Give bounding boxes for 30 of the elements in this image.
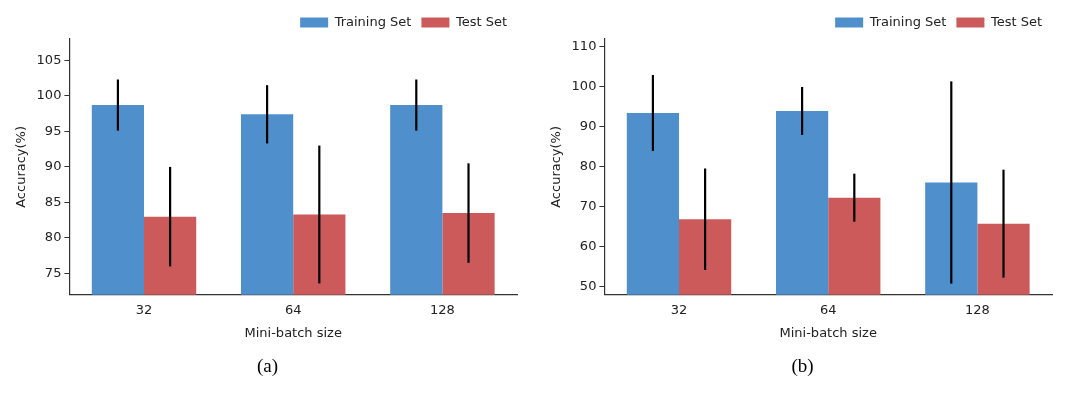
y-tick-label: 85 [44, 193, 62, 209]
y-axis-title: Accuracy(%) [548, 125, 564, 208]
x-tick-label: 32 [135, 301, 153, 317]
legend-label: Training Set [868, 13, 947, 29]
x-tick-label: 64 [284, 301, 302, 317]
y-tick-label: 50 [579, 278, 597, 294]
x-tick-label: 64 [819, 301, 837, 317]
y-tick-label: 100 [571, 78, 597, 94]
y-tick-label: 110 [571, 38, 597, 54]
y-axis-title: Accuracy(%) [13, 125, 29, 208]
y-tick-label: 60 [579, 238, 597, 254]
legend-label: Test Set [989, 13, 1043, 29]
text: (a) [256, 355, 279, 377]
x-tick-label: 32 [670, 301, 688, 317]
y-tick-label: 80 [44, 229, 62, 245]
x-axis-title: Mini-batch size [244, 324, 342, 340]
y-tick-label: 75 [44, 264, 62, 280]
y-tick-label: 100 [36, 87, 62, 103]
x-axis-title: Mini-batch size [779, 324, 877, 340]
y-tick-label: 95 [44, 122, 62, 138]
text: (b) [791, 355, 814, 377]
x-tick-label: 128 [429, 301, 455, 317]
y-tick-label: 90 [579, 118, 597, 134]
y-tick-label: 90 [44, 158, 62, 174]
x-tick-label: 128 [964, 301, 990, 317]
legend-label: Test Set [454, 13, 508, 29]
y-tick-label: 105 [36, 51, 62, 67]
legend-label: Training Set [333, 13, 412, 29]
y-tick-label: 80 [579, 158, 597, 174]
y-tick-label: 70 [579, 198, 597, 214]
